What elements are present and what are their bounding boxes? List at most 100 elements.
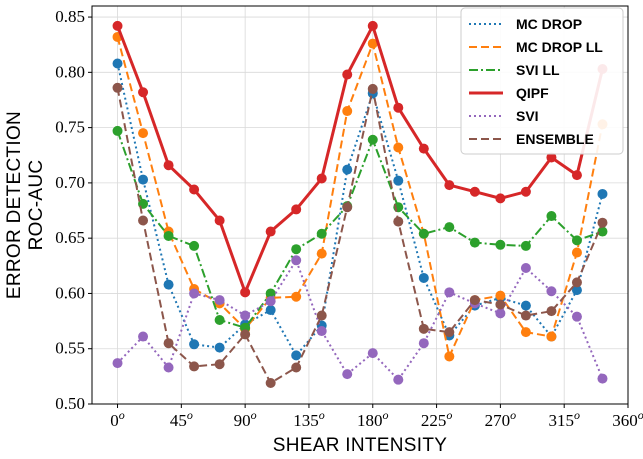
data-point (138, 128, 149, 139)
data-point (367, 134, 378, 145)
x-tick-label: 225o (421, 408, 453, 430)
data-point (189, 361, 200, 372)
data-point (112, 58, 123, 69)
data-point (418, 323, 429, 334)
data-point (469, 186, 480, 197)
x-axis-title: SHEAR INTENSITY (273, 435, 447, 456)
data-point (444, 327, 455, 338)
data-point (571, 285, 582, 296)
data-point (342, 106, 353, 117)
data-point (291, 291, 302, 302)
data-point (546, 331, 557, 342)
legend-box (460, 7, 624, 155)
legend-item: SVI LL (469, 62, 560, 78)
data-point (240, 329, 251, 340)
data-point (546, 211, 557, 222)
x-tick-label: 315o (548, 408, 580, 430)
axis-ticks: 0.50 0.55 0.60 0.65 0.70 0.75 0.80 0.85 0o 45o 90o… (55, 7, 643, 430)
y-tick-label: 0.55 (55, 339, 85, 358)
x-tick-label: 135o (293, 408, 325, 430)
data-point (342, 164, 353, 175)
data-point (342, 69, 353, 80)
data-point (571, 170, 582, 181)
data-point (469, 237, 480, 248)
data-point (291, 350, 302, 361)
data-point (112, 358, 123, 369)
data-point (138, 331, 149, 342)
data-point (265, 305, 276, 316)
data-point (393, 142, 404, 153)
data-point (495, 299, 506, 310)
x-tick-label: 360o (612, 408, 643, 430)
data-point (138, 215, 149, 226)
legend-item: ENSEMBLE (469, 131, 594, 147)
data-point (214, 215, 225, 226)
data-point (189, 288, 200, 299)
data-point (418, 143, 429, 154)
series-line (116, 130, 603, 329)
legend-label: MC DROP LL (516, 39, 603, 55)
x-tick-label: 180o (357, 408, 389, 430)
data-point (291, 255, 302, 266)
data-point (316, 310, 327, 321)
series-line (116, 259, 604, 381)
y-axis-title-line-2: ROC-AUC (26, 160, 47, 251)
data-point (444, 180, 455, 191)
data-point (367, 38, 378, 49)
data-point (444, 287, 455, 298)
data-point (189, 240, 200, 251)
data-point (520, 240, 531, 251)
data-point (571, 311, 582, 322)
data-point (367, 20, 378, 31)
y-axis-title-line-1: ERROR DETECTION (4, 111, 25, 299)
legend-label: ENSEMBLE (516, 131, 594, 147)
data-point (418, 272, 429, 283)
data-point (546, 286, 557, 297)
data-point (520, 186, 531, 197)
legend-label: SVI (516, 108, 539, 124)
data-point (546, 306, 557, 317)
data-point (495, 290, 506, 301)
data-point (240, 287, 251, 298)
data-point (265, 377, 276, 388)
data-point (597, 188, 608, 199)
legend-item: SVI (469, 108, 539, 124)
data-point (163, 362, 174, 373)
data-point (138, 87, 149, 98)
data-point (291, 244, 302, 255)
data-point (597, 226, 608, 237)
data-point (520, 310, 531, 321)
data-point (418, 338, 429, 349)
data-point (291, 362, 302, 373)
legend-label: MC DROP (516, 16, 582, 32)
data-point (418, 228, 429, 239)
data-point (189, 184, 200, 195)
data-point (316, 228, 327, 239)
legend-label: SVI LL (516, 62, 560, 78)
data-point (163, 230, 174, 241)
data-point (571, 235, 582, 246)
x-tick-label: 90o (234, 408, 257, 430)
data-point (444, 222, 455, 233)
data-point (444, 351, 455, 362)
data-point (112, 82, 123, 93)
data-point (163, 160, 174, 171)
y-tick-label: 0.85 (55, 7, 85, 26)
y-tick-label: 0.60 (55, 283, 85, 302)
data-point (189, 339, 200, 350)
legend-label: QIPF (516, 85, 549, 101)
data-point (367, 348, 378, 359)
y-tick-label: 0.65 (55, 228, 85, 247)
y-tick-label: 0.70 (55, 173, 85, 192)
data-point (214, 359, 225, 370)
grid-lines (92, 6, 629, 405)
series-qipf (112, 20, 608, 298)
data-point (316, 173, 327, 184)
x-tick-label: 45o (170, 408, 193, 430)
x-tick-label: 270o (485, 408, 517, 430)
data-point (571, 247, 582, 258)
legend-item: MC DROP (469, 16, 582, 32)
data-point (265, 296, 276, 307)
data-point (112, 125, 123, 136)
